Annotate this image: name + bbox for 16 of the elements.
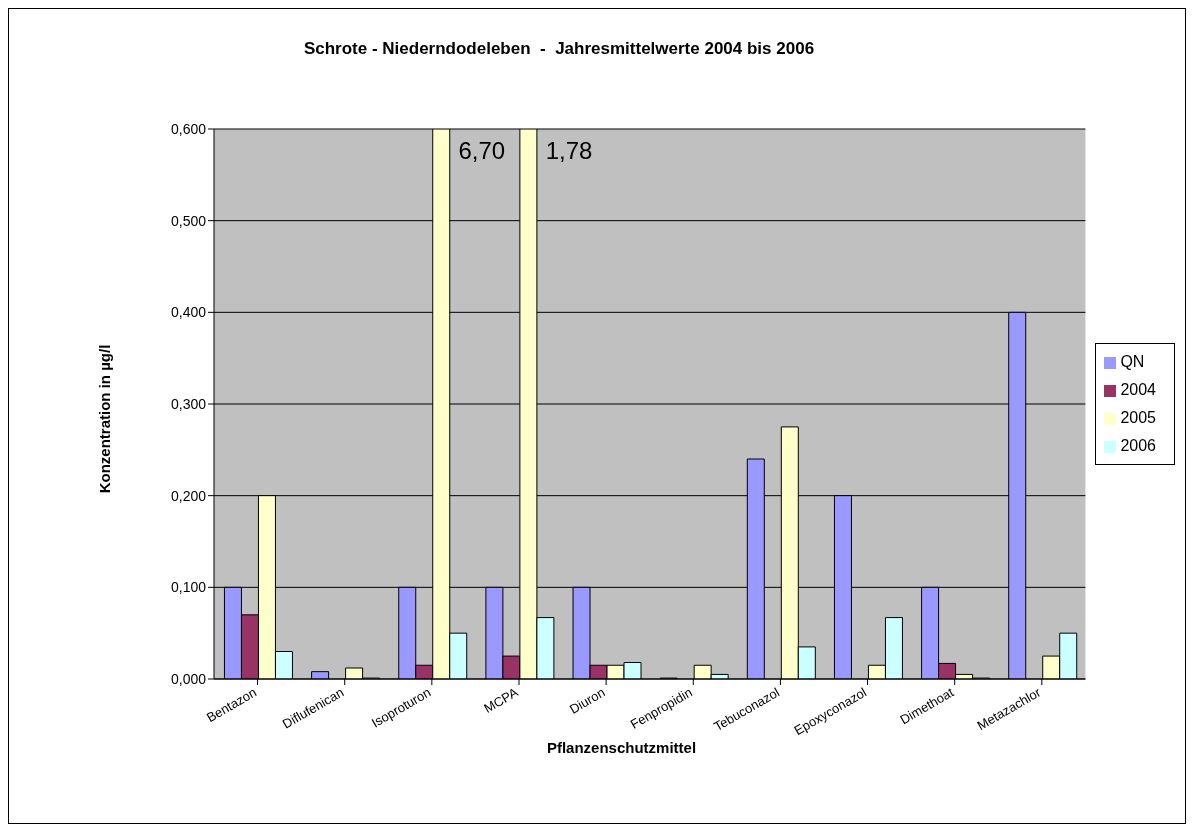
legend-label: QN	[1120, 353, 1145, 370]
y-tick-label: 0,300	[170, 395, 207, 412]
legend-label: 2006	[1120, 437, 1156, 454]
y-tick-label: 0,200	[170, 487, 207, 504]
y-tick-label: 0,500	[170, 212, 207, 229]
annotation: 1,78	[545, 137, 593, 164]
y-axis-title: Konzentration in µg/l	[95, 344, 113, 494]
annotation: 6,70	[458, 137, 506, 164]
legend-label: 2005	[1120, 409, 1156, 426]
y-tick-label: 0,100	[170, 579, 207, 596]
chart-title: Schrote - Niederndodeleben - Jahresmittelwerte 2004 bis 2006	[302, 39, 816, 59]
legend-label: 2004	[1120, 381, 1156, 398]
y-tick-label: 0,400	[170, 304, 207, 321]
y-tick-label: 0,600	[170, 120, 207, 137]
x-axis-title: Pflanzenschutzmittel	[545, 739, 698, 756]
y-tick-label: 0,000	[170, 670, 207, 687]
